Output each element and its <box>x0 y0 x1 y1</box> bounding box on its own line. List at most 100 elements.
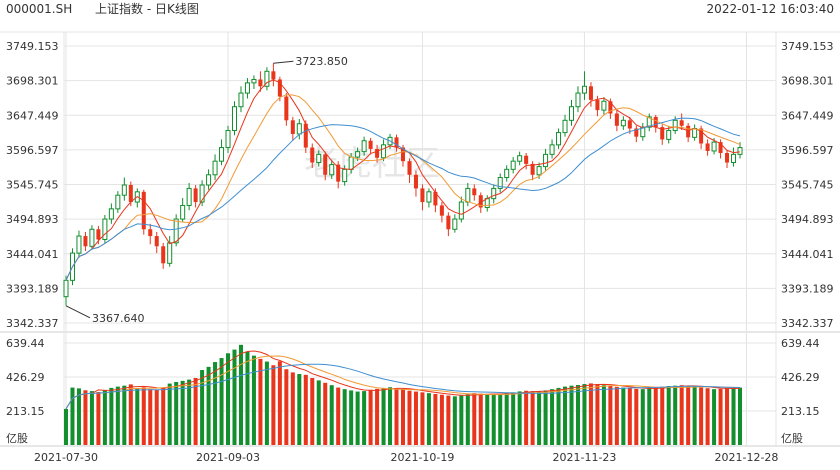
candle-body-down <box>400 147 406 162</box>
candle-body-up <box>329 164 335 176</box>
candle-body-down <box>368 140 373 149</box>
candle-body-down <box>413 174 418 189</box>
candle-body-down <box>699 128 704 144</box>
volume-bar-down <box>290 372 295 445</box>
volume-bar-down <box>608 385 613 445</box>
candle-body-down <box>310 147 315 163</box>
price-tick-label-left: 3444.041 <box>6 248 59 261</box>
volume-bar-up <box>731 387 736 445</box>
volume-ma10-line <box>65 355 741 410</box>
candle-body-down <box>718 142 723 154</box>
volume-bar-down <box>148 389 153 445</box>
volume-bar-down <box>686 385 691 445</box>
candle-body-down <box>705 143 710 151</box>
price-tick-label-left: 3393.189 <box>6 282 59 295</box>
candle-body-down <box>524 155 529 164</box>
candle-body-down <box>608 101 613 114</box>
volume-bar-up <box>342 389 347 445</box>
volume-bar-up <box>485 394 490 445</box>
volume-bar-up <box>621 387 626 445</box>
candle-body-down <box>407 161 412 175</box>
volume-bar-up <box>219 358 224 445</box>
volume-bar-up <box>70 387 75 445</box>
price-tick-label-left: 3749.153 <box>6 40 59 53</box>
candle-body-up <box>517 155 523 162</box>
candle-body-up <box>568 106 575 121</box>
candle-body-down <box>686 125 691 138</box>
candle-body-up <box>575 92 581 108</box>
candle-body-up <box>497 177 503 189</box>
volume-bar-up <box>76 388 81 445</box>
volume-bar-up <box>737 387 743 445</box>
grid-layer <box>0 31 840 447</box>
candle-body-up <box>361 140 367 153</box>
volume-bar-up <box>556 387 561 445</box>
volume-bar-down <box>627 388 632 445</box>
volume-bar-up <box>135 388 140 445</box>
volume-bar-up <box>452 396 457 445</box>
candle-body-up <box>316 153 322 164</box>
price-tick-label-right: 3494.893 <box>781 213 834 226</box>
volume-bar-down <box>336 387 341 445</box>
volume-bar-down <box>96 392 101 445</box>
candle-body-down <box>530 163 535 175</box>
volume-bar-up <box>355 391 360 445</box>
volume-bar-up <box>498 393 503 445</box>
candle-body-up <box>640 126 646 138</box>
high-annotation: 3723.850 <box>295 55 348 68</box>
candle-body-up <box>180 204 186 220</box>
volume-bar-up <box>102 389 107 445</box>
volume-bar-up <box>504 392 509 445</box>
volume-bar-up <box>459 395 464 445</box>
date-tick-label: 2021-11-23 <box>552 451 616 464</box>
candle-body-down <box>394 137 399 148</box>
candle-body-down <box>472 188 477 196</box>
price-tick-label-right: 3444.041 <box>781 248 834 261</box>
candle-body-up <box>504 168 510 179</box>
volume-bar-up <box>517 391 522 445</box>
volume-bar-up <box>109 387 114 445</box>
volume-bar-up <box>226 353 231 445</box>
volume-bar-down <box>310 378 315 445</box>
volume-layer <box>63 344 743 445</box>
volume-bar-down <box>653 387 658 445</box>
candle-body-up <box>711 141 717 152</box>
volume-bar-down <box>154 389 159 445</box>
volume-bar-down <box>141 387 146 445</box>
volume-bar-up <box>206 366 211 445</box>
volume-tick-label-right: 213.15 <box>781 405 820 418</box>
date-tick-label: 2021-10-19 <box>390 451 454 464</box>
volume-bar-down <box>193 378 198 445</box>
volume-bar-down <box>439 394 444 445</box>
volume-bar-down <box>400 389 406 445</box>
volume-bar-up <box>89 391 94 445</box>
candle-body-up <box>426 191 432 203</box>
candle-body-up <box>355 151 361 158</box>
candle-body-up <box>536 166 542 176</box>
stock-code: 000001.SH <box>6 2 72 16</box>
candle-body-down <box>141 191 146 230</box>
candle-body-down <box>154 236 159 247</box>
candle-body-down <box>420 188 425 203</box>
volume-bar-down <box>588 383 593 445</box>
candle-body-up <box>63 279 69 298</box>
axis-layer: 3749.153 3749.153 3698.301 3698.301 3647.449… <box>6 40 834 464</box>
price-tick-label-left: 3698.301 <box>6 75 59 88</box>
candle-body-up <box>167 242 173 264</box>
volume-unit-right: 亿股 <box>781 432 803 445</box>
volume-bar-down <box>699 387 704 445</box>
candle-body-up <box>121 184 127 196</box>
candle-body-up <box>76 235 82 254</box>
volume-bar-up <box>251 355 256 445</box>
price-tick-label-left: 3342.337 <box>6 317 59 330</box>
date-tick-label: 2021-07-30 <box>34 451 98 464</box>
volume-bar-up <box>362 391 367 445</box>
candle-body-down <box>336 164 341 182</box>
volume-bar-down <box>725 388 730 445</box>
volume-unit-left: 亿股 <box>6 432 28 445</box>
candle-body-up <box>102 218 108 240</box>
volume-bar-down <box>323 382 328 445</box>
price-tick-label-right: 3647.449 <box>781 109 834 122</box>
